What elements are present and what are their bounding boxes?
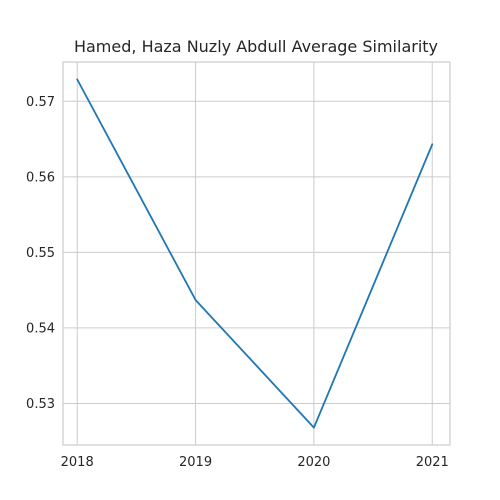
series-line [76,78,434,429]
plot-frame [62,61,451,446]
x-tick-label: 2021 [416,455,449,470]
y-tick-label: 0.54 [26,321,55,336]
x-axis-ticks: 2018 2019 2020 2021 [61,455,449,470]
y-tick-label: 0.53 [26,397,55,412]
y-tick-label: 0.55 [26,246,55,261]
x-tick-label: 2019 [179,455,212,470]
x-tick-label: 2018 [61,455,94,470]
y-tick-label: 0.57 [26,95,55,110]
chart-title: Hamed, Haza Nuzly Abdull Average Similar… [74,37,438,56]
grid [63,62,450,445]
y-tick-label: 0.56 [26,170,55,185]
y-axis-ticks: 0.53 0.54 0.55 0.56 0.57 [26,95,55,412]
x-tick-label: 2020 [297,455,330,470]
series-layer [76,78,434,429]
